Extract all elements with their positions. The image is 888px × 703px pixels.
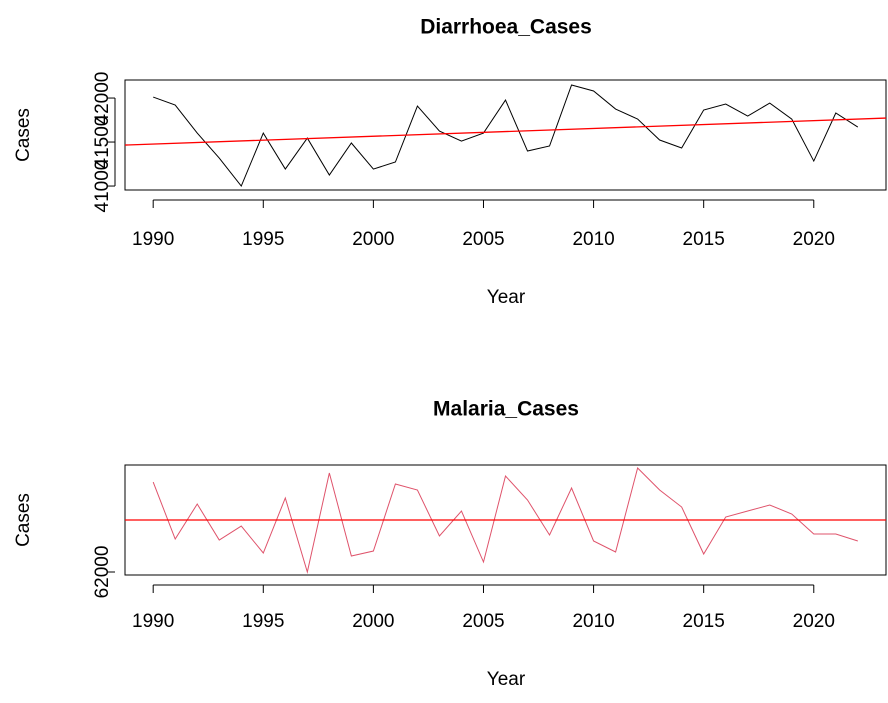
- x-tick-label: 2020: [793, 229, 835, 250]
- x-tick-label: 2005: [462, 229, 504, 250]
- x-tick-label: 1990: [132, 229, 174, 250]
- y-tick-label: 62000: [92, 546, 113, 599]
- x-tick-label: 1990: [132, 611, 174, 632]
- x-axis-label: Year: [487, 287, 526, 308]
- x-tick-label: 2000: [352, 229, 394, 250]
- x-tick-label: 2005: [462, 611, 504, 632]
- x-tick-label: 2015: [683, 229, 725, 250]
- x-tick-label: 1995: [242, 229, 284, 250]
- chart-title: Malaria_Cases: [433, 398, 579, 421]
- y-axis-label: Cases: [13, 108, 34, 162]
- x-tick-label: 2010: [572, 611, 614, 632]
- x-tick-label: 2015: [683, 611, 725, 632]
- trend-line: [124, 117, 887, 146]
- chart-title: Diarrhoea_Cases: [420, 16, 592, 39]
- y-tick-label: 42000: [92, 72, 113, 125]
- plot-box: [124, 79, 887, 191]
- y-axis-label: Cases: [13, 493, 34, 547]
- data-line: [153, 84, 859, 188]
- x-axis-label: Year: [487, 669, 526, 690]
- y-tick-label: 41500: [92, 116, 113, 169]
- x-tick-label: 2020: [793, 611, 835, 632]
- y-tick-label: 41000: [92, 160, 113, 213]
- x-tick-label: 2000: [352, 611, 394, 632]
- data-line: [152, 467, 858, 574]
- x-tick-label: 1995: [242, 611, 284, 632]
- x-tick-label: 2010: [572, 229, 614, 250]
